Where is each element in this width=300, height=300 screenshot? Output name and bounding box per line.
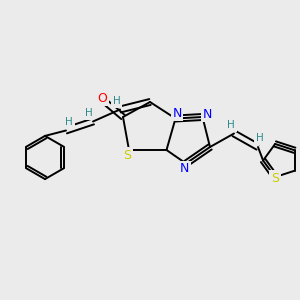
Text: S: S [124,149,131,162]
Text: N: N [180,162,189,176]
Text: H: H [85,108,92,118]
Text: H: H [112,96,120,106]
Text: S: S [271,172,279,185]
Text: H: H [227,120,235,130]
Text: H: H [65,117,73,127]
Text: O: O [97,92,107,105]
Text: N: N [172,106,182,120]
Text: H: H [256,133,263,143]
Text: N: N [202,107,212,121]
